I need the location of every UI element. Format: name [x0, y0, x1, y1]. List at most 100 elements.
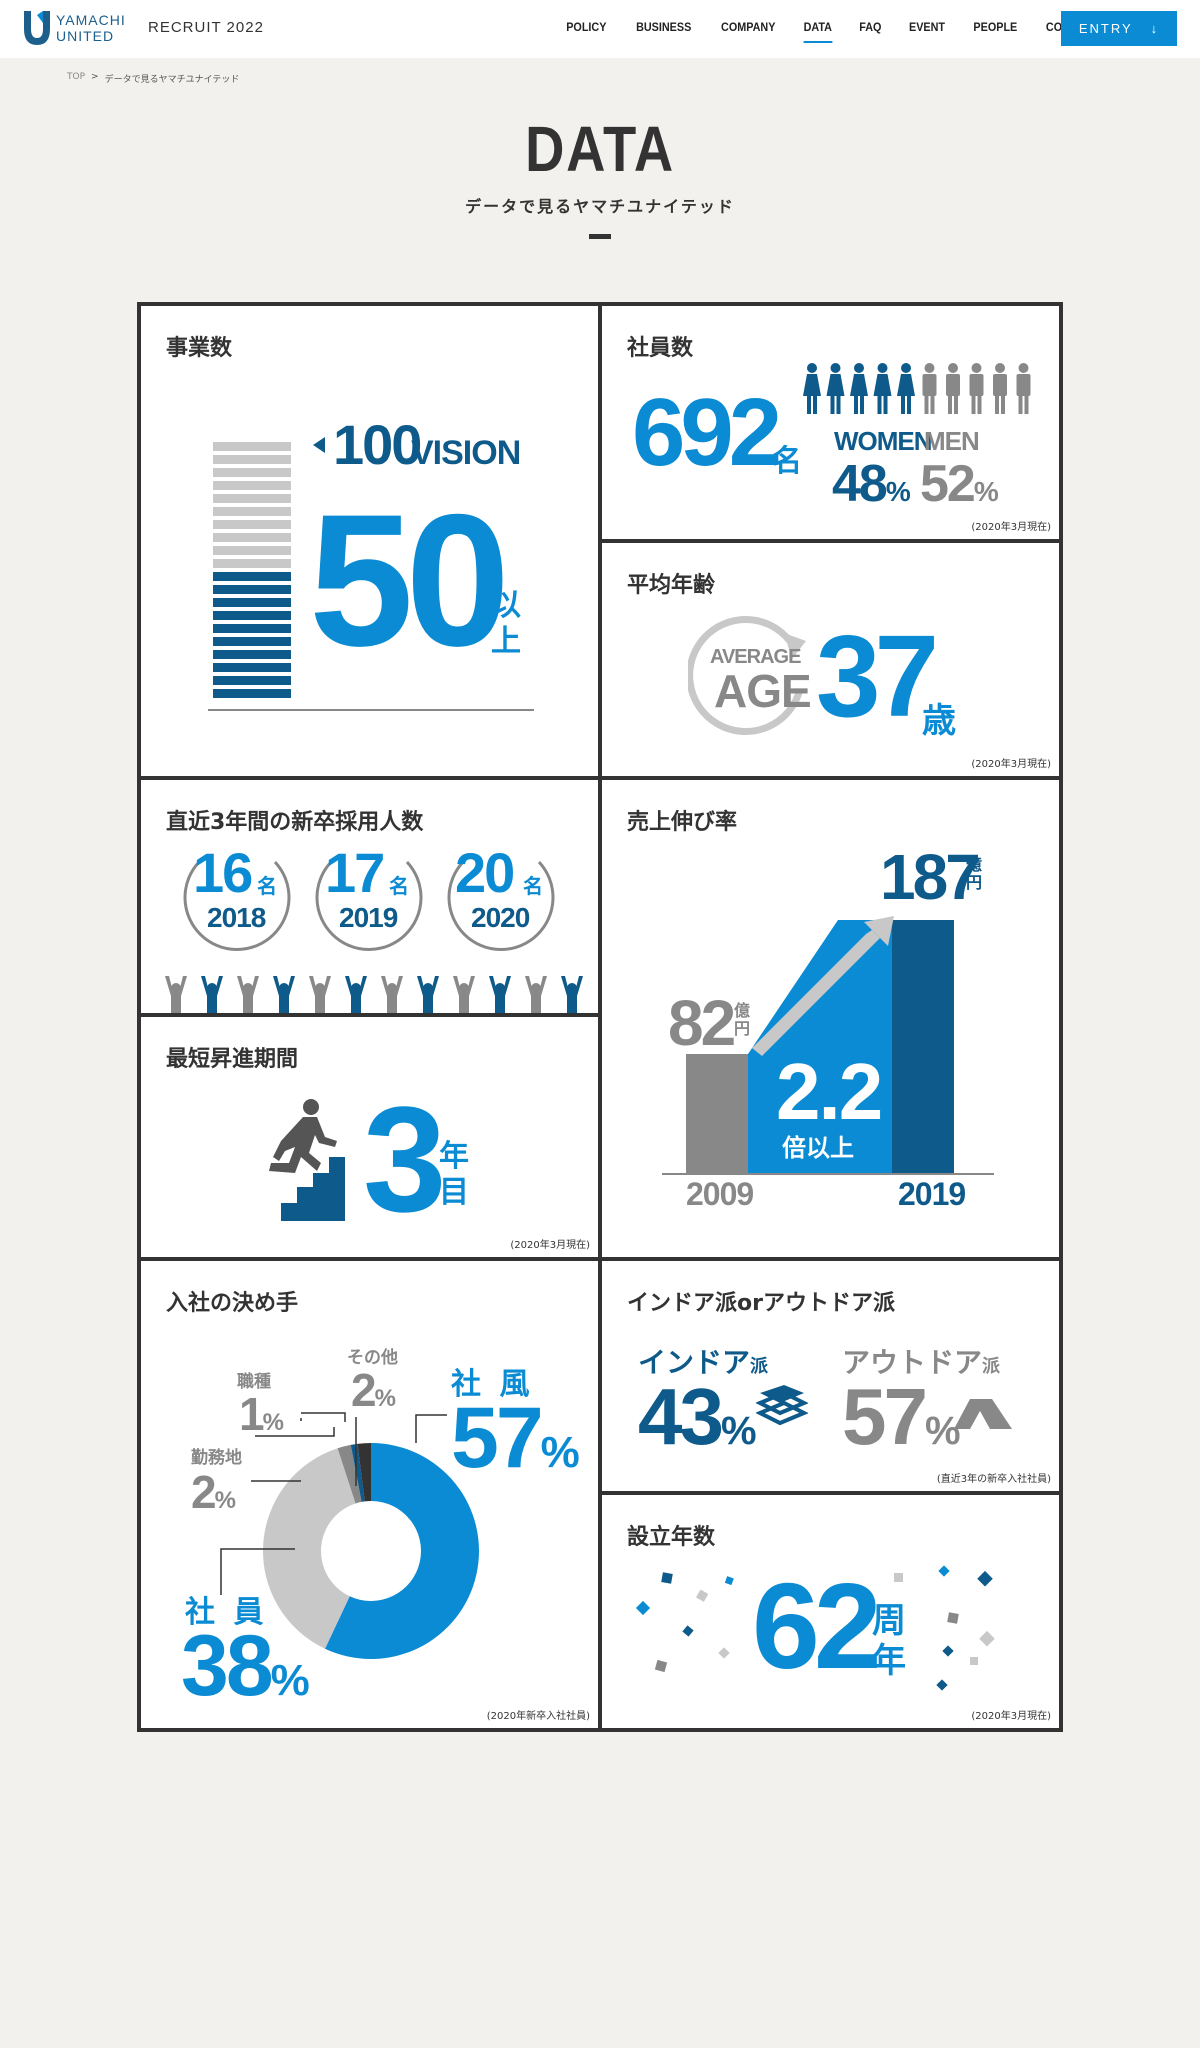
business-bar-segment	[213, 572, 291, 581]
founded-unit: 周年	[872, 1601, 912, 1681]
hires-2018-unit: 名	[257, 874, 277, 898]
site-logo[interactable]: YAMACHI UNITED	[24, 11, 136, 47]
business-bar-segment	[213, 637, 291, 646]
nav-company[interactable]: COMPANY	[721, 20, 776, 34]
man-icon	[969, 363, 984, 414]
business-value: 50	[309, 475, 510, 685]
reason-other-percent: 2%	[351, 1363, 396, 1417]
sales-2009-unit-b: 円	[734, 1019, 751, 1038]
nav-people[interactable]: PEOPLE	[973, 20, 1017, 34]
business-bar-segment	[213, 442, 291, 451]
business-bar-segment	[213, 533, 291, 542]
hires-2019-year: 2019	[339, 902, 398, 933]
sales-2019-unit-b: 円	[966, 873, 983, 892]
cheering-person-icon	[381, 976, 403, 1013]
business-bar-segment	[213, 455, 291, 464]
entry-button[interactable]: ENTRY ↓	[1061, 11, 1177, 46]
tent-icon	[954, 1399, 1012, 1429]
arrow-down-icon: ↓	[1150, 21, 1160, 36]
employees-title: 社員数	[627, 336, 694, 361]
reason-other-value: 2	[351, 1364, 377, 1416]
indoor-percent: 43%	[638, 1371, 757, 1463]
man-icon	[993, 363, 1007, 414]
sales-year-2009: 2009	[686, 1176, 754, 1212]
main-nav: POLICY BUSINESS COMPANY DATA FAQ EVENT P…	[552, 20, 1113, 43]
cheering-person-icon	[201, 976, 223, 1013]
outdoor-pct-value: 57	[842, 1372, 928, 1461]
outdoor-percent: 57%	[842, 1371, 961, 1463]
hires-2019-num: 17	[325, 841, 385, 904]
reason-culture-percent: 57%	[451, 1389, 580, 1488]
sales-ratio-label: 倍以上	[782, 1134, 854, 1162]
reason-location-pct: %	[214, 1487, 236, 1514]
sales-2009-unit: 億円	[734, 1002, 750, 1038]
page-title: DATA	[525, 113, 675, 185]
cheering-person-icon	[417, 976, 439, 1013]
cheering-person-icon	[273, 976, 295, 1013]
business-unit-2: 上	[491, 624, 521, 659]
nav-faq[interactable]: FAQ	[859, 20, 882, 34]
business-unit-1: 以	[491, 588, 521, 623]
cheering-person-icon	[237, 976, 259, 1013]
reason-people-value: 38	[181, 1618, 274, 1714]
nav-business[interactable]: BUSINESS	[635, 20, 691, 34]
business-bar-segment	[213, 481, 291, 490]
age-unit: 歳	[922, 701, 956, 741]
reason-job-pct: %	[262, 1409, 284, 1436]
sales-ratio: 2.2	[776, 1047, 883, 1136]
business-goal-number: 100	[333, 413, 422, 476]
logo-line2: UNITED	[56, 28, 115, 44]
woman-icon	[873, 363, 892, 414]
cheering-people-icons	[165, 976, 583, 1013]
cheering-person-icon	[561, 976, 583, 1013]
site-header: YAMACHI UNITED RECRUIT 2022 POLICY BUSINE…	[0, 0, 1200, 58]
hires-2019-unit: 名	[389, 874, 409, 898]
promotion-unit-1: 年	[439, 1139, 469, 1174]
arc-icon	[315, 860, 423, 951]
join-reason-card: 入社の決め手 社 風 57% 社 員 38% 勤務地 2% 職種 1% その他 …	[141, 1261, 598, 1728]
sales-2019-unit: 億円	[966, 856, 982, 892]
reason-donut-chart	[220, 1412, 480, 1659]
indoor-note: (直近3年の新卒入社社員)	[936, 1474, 1051, 1485]
men-label: MEN	[924, 426, 980, 456]
data-grid: 事業数 100 VISION 50 以上 社員数 692 名 WOMEN MEN…	[137, 302, 1063, 1732]
founded-years-card: 設立年数 62 周年 (2020年3月現在)	[602, 1495, 1059, 1728]
cheering-person-icon	[525, 976, 547, 1013]
nav-data[interactable]: DATA	[793, 20, 843, 43]
business-title: 事業数	[166, 336, 233, 361]
cheering-person-icon	[309, 976, 331, 1013]
reason-job-percent: 1%	[239, 1387, 284, 1441]
donut-slice-other	[357, 1443, 371, 1502]
age-ring-label-2: AGE	[714, 665, 812, 717]
employees-card: 社員数 692 名 WOMEN MEN 48% 52% (2020年3月現在)	[602, 306, 1059, 539]
age-note: (2020年3月現在)	[971, 759, 1051, 770]
business-bar-segment	[213, 663, 291, 672]
hires-2020: 20 名 2020	[445, 841, 557, 952]
employees-unit: 名	[772, 444, 802, 479]
woman-icon	[897, 363, 915, 414]
people-icons	[803, 363, 1031, 414]
nav-event[interactable]: EVENT	[908, 20, 945, 34]
reason-location-value: 2	[191, 1466, 217, 1518]
indoor-outdoor-card: インドア派orアウトドア派 インドア派 43% アウトドア派 57% (直近3年…	[602, 1261, 1059, 1491]
man-icon	[946, 363, 960, 414]
age-value: 37	[816, 611, 939, 741]
founded-unit-2: 年	[872, 1641, 906, 1681]
business-bar-segment	[213, 520, 291, 529]
nav-policy[interactable]: POLICY	[566, 20, 607, 34]
reason-note: (2020年新卒入社社員)	[486, 1711, 590, 1722]
woman-icon	[803, 363, 821, 414]
new-grads-card: 直近3年間の新卒採用人数 16 名 2018 17 名 2019 20 名 20…	[141, 780, 598, 1013]
business-baseline	[208, 709, 534, 711]
business-bar-segment	[213, 585, 291, 594]
men-pct-value: 52	[920, 455, 976, 513]
business-bar-segment	[213, 559, 291, 568]
outdoor-label-main: アウトドア	[842, 1346, 983, 1379]
founded-title: 設立年数	[627, 1525, 716, 1550]
breadcrumb-top-link[interactable]: TOP	[67, 72, 86, 82]
cheering-person-icon	[345, 976, 367, 1013]
man-icon	[1016, 363, 1031, 414]
hires-2018-year: 2018	[207, 902, 266, 933]
reason-people-percent: 38%	[181, 1617, 310, 1716]
page-subtitle: データで見るヤマチユナイテッド	[465, 197, 735, 216]
